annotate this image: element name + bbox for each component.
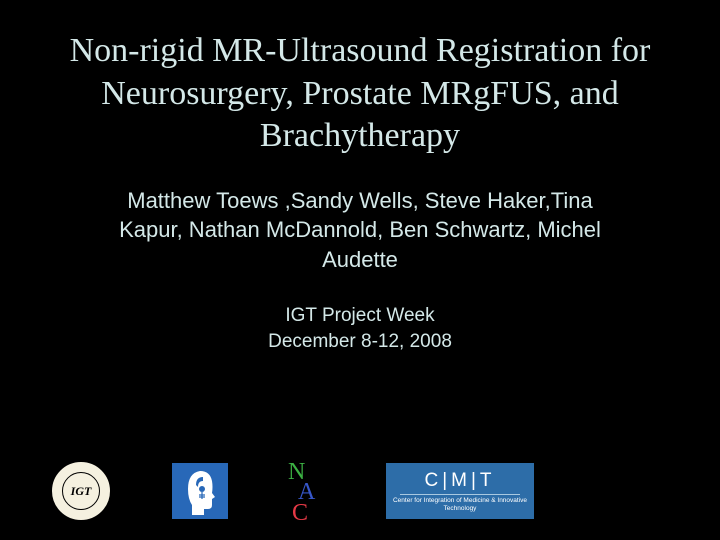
nac-letters-icon: N A C: [288, 462, 326, 520]
event-info: IGT Project Week December 8-12, 2008: [268, 303, 452, 356]
nac-letters-logo: N A C: [288, 460, 326, 522]
title-slide: Non-rigid MR-Ultrasound Registration for…: [0, 0, 720, 540]
cimit-badge-icon: C|M|T Center for Integration of Medicine…: [386, 463, 534, 519]
nac-letter-c: C: [292, 503, 326, 523]
event-date: December 8-12, 2008: [268, 329, 452, 356]
event-name: IGT Project Week: [268, 303, 452, 330]
head-silhouette-icon: [172, 463, 228, 519]
cimit-sub-text: Center for Integration of Medicine & Inn…: [386, 497, 534, 513]
nac-head-logo: [172, 460, 228, 522]
logo-row: IGT N A C C|M|T: [0, 460, 720, 522]
authors-list: Matthew Toews ,Sandy Wells, Steve Haker,…: [100, 186, 620, 275]
cimit-logo: C|M|T Center for Integration of Medicine…: [386, 460, 534, 522]
cimit-main-text: C|M|T: [424, 470, 495, 492]
ncigt-logo: IGT: [50, 460, 112, 522]
cimit-divider: [400, 494, 520, 495]
slide-title: Non-rigid MR-Ultrasound Registration for…: [40, 30, 680, 158]
ncigt-seal-icon: IGT: [50, 460, 112, 522]
ncigt-text: IGT: [62, 472, 100, 510]
